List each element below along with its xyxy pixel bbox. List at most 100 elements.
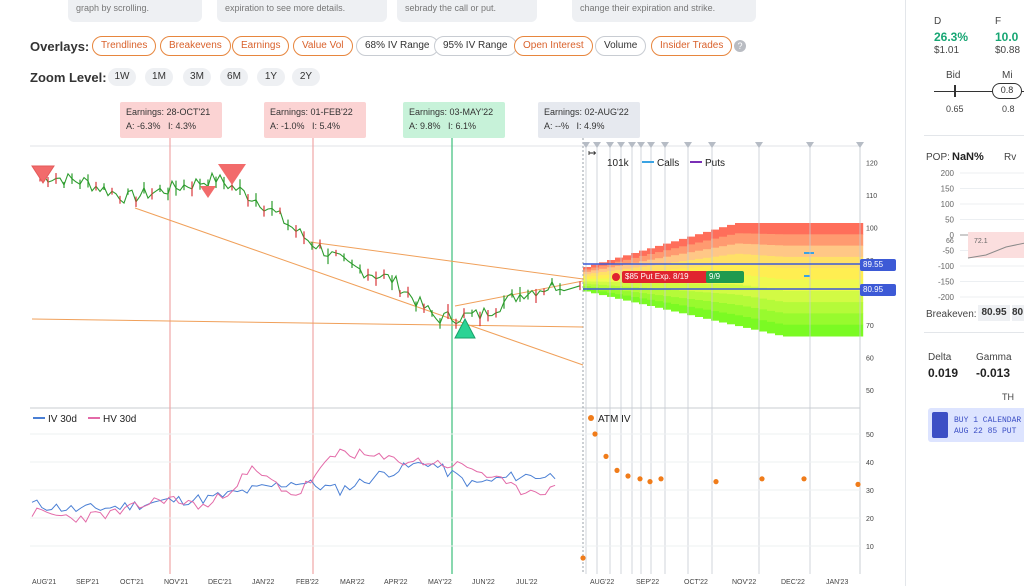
expiry-marker[interactable] <box>647 142 655 148</box>
expiry-lines <box>582 138 861 574</box>
earnings-box-oct21[interactable]: Earnings: 28-OCT'21 A: -6.3% I: 4.3% <box>120 102 222 138</box>
heatmap-cell <box>623 259 632 265</box>
heatmap-cell <box>847 313 856 326</box>
heatmap-cell <box>775 234 784 246</box>
overlay-insider-trades[interactable]: Insider Trades <box>651 36 733 56</box>
calendar-icon <box>932 412 948 438</box>
heatmap-cell <box>831 268 840 280</box>
heatmap-cell <box>607 292 616 297</box>
expiry-marker[interactable] <box>582 142 590 148</box>
position-dot[interactable] <box>612 273 620 281</box>
overlay-breakevens[interactable]: Breakevens <box>160 36 231 56</box>
earnings-box-feb22[interactable]: Earnings: 01-FEB'22 A: -1.0% I: 5.4% <box>264 102 366 138</box>
heatmap-cell <box>583 269 592 273</box>
x-tick-label: JUN'22 <box>472 579 495 586</box>
expiry-marker[interactable] <box>617 142 625 148</box>
earnings-implied: I: 6.1% <box>448 121 477 131</box>
help-icon[interactable]: ? <box>734 40 746 52</box>
heatmap-cell <box>783 245 792 258</box>
expiry-marker[interactable] <box>628 142 636 148</box>
heatmap-cell <box>679 246 688 255</box>
overlay-trendlines[interactable]: Trendlines <box>92 36 157 56</box>
expiry-marker[interactable] <box>606 142 614 148</box>
mid-slider-handle[interactable]: 0.8 <box>992 83 1022 99</box>
heatmap-cell <box>759 255 768 267</box>
heatmap-cell <box>679 290 688 299</box>
zoom-1y[interactable]: 1Y <box>257 68 285 86</box>
heatmap-cell <box>823 256 832 269</box>
expiry-marker[interactable] <box>684 142 692 148</box>
heatmap-cell <box>687 306 696 316</box>
expiry-marker[interactable] <box>755 142 763 148</box>
put-position-tag[interactable]: $85 Put Exp. 8/19 <box>622 271 708 283</box>
zoom-6m[interactable]: 6M <box>220 68 248 86</box>
heatmap-cell <box>823 313 832 326</box>
expiry-marker[interactable] <box>661 142 669 148</box>
heatmap-cell <box>607 285 616 290</box>
earnings-box-may22[interactable]: Earnings: 03-MAY'22 A: 9.8% I: 6.1% <box>403 102 505 138</box>
heatmap-cell <box>591 275 600 280</box>
overlay-68-iv[interactable]: 68% IV Range <box>356 36 439 56</box>
zoom-2y[interactable]: 2Y <box>292 68 320 86</box>
heatmap-cell <box>807 245 816 258</box>
overlay-95-iv[interactable]: 95% IV Range <box>434 36 517 56</box>
x-tick-label: OCT'21 <box>120 579 144 586</box>
heatmap-cell <box>711 229 720 240</box>
heatmap-cell <box>679 305 688 314</box>
heatmap-cell <box>703 249 712 259</box>
heatmap-cell <box>743 243 752 255</box>
insider-sell-marker[interactable] <box>218 164 246 185</box>
earnings-box-aug22[interactable]: Earnings: 02-AUG'22 A: --% I: 4.9% <box>538 102 640 138</box>
heatmap-cell <box>815 279 824 292</box>
heatmap-cell <box>775 290 784 302</box>
pop-value: NaN% <box>952 151 984 163</box>
x-tick-label: APR'22 <box>384 579 408 586</box>
heatmap-cell <box>679 238 688 247</box>
heatmap-cell <box>671 297 680 305</box>
zoom-1m[interactable]: 1M <box>145 68 173 86</box>
heatmap-cell <box>807 313 816 326</box>
heatmap-cell <box>695 283 704 293</box>
earnings-title: Earnings: 02-AUG'22 <box>544 107 629 117</box>
price-level-label-lower: 80.95 <box>860 284 896 296</box>
heatmap-cell <box>831 279 840 292</box>
expiry-marker[interactable] <box>708 142 716 148</box>
zoom-1w[interactable]: 1W <box>108 68 136 86</box>
insider-sell-marker[interactable] <box>200 186 216 198</box>
heatmap-cell <box>711 256 720 267</box>
expiry-marker[interactable] <box>593 142 601 148</box>
insider-sell-marker[interactable] <box>31 165 55 184</box>
expiry-marker[interactable] <box>856 142 864 148</box>
overlay-open-interest[interactable]: Open Interest <box>514 36 593 56</box>
heatmap-cell <box>655 252 664 259</box>
heatmap-cell <box>735 315 744 327</box>
heatmap-cell <box>839 256 848 269</box>
heatmap-cell <box>847 290 856 303</box>
heatmap-cell <box>631 253 640 259</box>
buy-calendar-button[interactable]: BUY 1 CALENDAR AUG 22 85 PUT <box>928 408 1024 442</box>
price-slider-track[interactable] <box>934 91 1024 92</box>
overlay-value-vol[interactable]: Value Vol <box>293 36 353 56</box>
overlay-volume[interactable]: Volume <box>595 36 647 56</box>
heatmap-cell <box>599 284 608 289</box>
heatmap-cell <box>799 234 808 247</box>
overlay-earnings[interactable]: Earnings <box>232 36 290 56</box>
call-position-tag[interactable]: 9/9 <box>706 271 744 283</box>
zoom-3m[interactable]: 3M <box>183 68 211 86</box>
expiry-markers[interactable] <box>582 142 864 148</box>
bid-label: Bid <box>946 70 961 81</box>
heatmap-cell <box>743 254 752 266</box>
heatmap-cell <box>663 250 672 258</box>
hint-1: graph by scrolling. <box>68 0 202 22</box>
iv-y-tick: 50 <box>866 432 874 439</box>
heatmap-cell <box>583 286 592 290</box>
insider-buy-marker[interactable] <box>454 317 476 339</box>
x-tick-label-future: DEC'22 <box>781 579 805 586</box>
expiry-marker[interactable] <box>637 142 645 148</box>
breakeven-value: 80.95 <box>978 305 1010 321</box>
price-iv-chart[interactable]: 1201101009080706050 ↦ 101k Calls Puts 50… <box>0 138 905 586</box>
puts-legend: Puts <box>705 158 725 169</box>
expiry-marker[interactable] <box>806 142 814 148</box>
pop-tick: -100 <box>938 262 955 271</box>
atm-iv-point <box>625 473 631 479</box>
